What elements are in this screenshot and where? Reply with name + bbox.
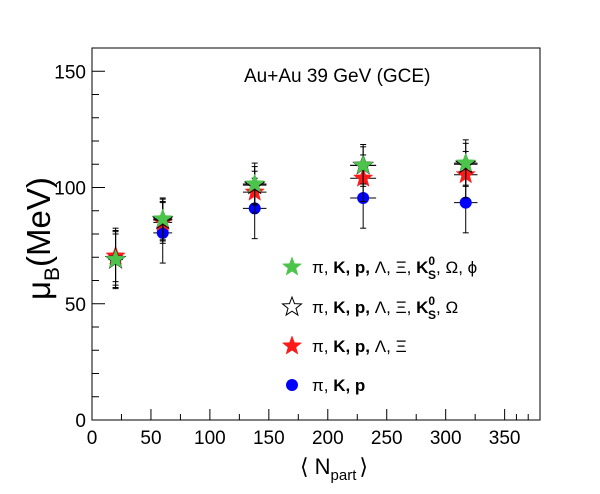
legend-text: π,: [312, 337, 333, 356]
legend-text-bold: p,: [355, 258, 375, 277]
data-point: [244, 173, 265, 193]
legend-label: π, K, p: [312, 376, 365, 395]
y-axis-label-sub: B: [41, 267, 64, 281]
legend-text-bold: K: [416, 258, 429, 277]
y-axis-label-main: μ: [20, 281, 57, 300]
legend-superscript: 0: [428, 294, 435, 308]
legend-text: π,: [312, 258, 333, 277]
legend-text: Λ, Ξ,: [375, 298, 416, 317]
x-tick-label: 350: [489, 428, 521, 449]
x-axis-label-open: ⟨ N: [300, 454, 331, 479]
legend-text-bold: p: [355, 376, 365, 395]
data-point: [455, 152, 476, 172]
legend-text: , Ω: [436, 298, 458, 317]
legend-entry-1: π, K, p, Λ, Ξ, K0 S, Ω: [281, 294, 458, 322]
legend-marker: [281, 335, 303, 355]
legend-text: π,: [312, 298, 333, 317]
data-point: [459, 196, 472, 209]
series-0: [105, 139, 478, 288]
x-axis-label-close: ⟩: [359, 454, 368, 479]
legend-text-bold: K,: [333, 258, 355, 277]
data-points: [104, 139, 478, 290]
legend-text: , Ω, ϕ: [436, 258, 477, 277]
legend-marker: [281, 295, 303, 317]
legend-marker: [281, 256, 303, 276]
legend: π, K, p, Λ, Ξ, K0 S, Ω, ϕπ, K, p, Λ, Ξ, K…: [281, 254, 477, 395]
legend-text: π,: [312, 376, 333, 395]
legend-text: Λ, Ξ,: [375, 258, 416, 277]
x-axis-label-sub: part: [331, 467, 358, 484]
legend-label: π, K, p, Λ, Ξ: [312, 337, 407, 356]
legend-text-bold: K: [416, 298, 429, 317]
legend-label: π, K, p, Λ, Ξ, K0 S, Ω: [312, 294, 458, 322]
data-point: [105, 248, 126, 269]
data-point: [152, 208, 173, 228]
legend-entry-3: π, K, p: [286, 376, 365, 395]
legend-text-bold: p,: [355, 298, 375, 317]
legend-entry-2: π, K, p, Λ, Ξ: [281, 335, 407, 356]
x-tick-label: 250: [371, 428, 403, 449]
legend-subscript: S: [428, 308, 436, 322]
y-tick-label: 50: [65, 295, 86, 316]
x-tick-label: 100: [194, 428, 226, 449]
legend-text-bold: K,: [333, 337, 355, 356]
legend-text-bold: K,: [333, 376, 355, 395]
y-axis-label: μB(MeV): [20, 177, 64, 300]
x-tick-label: 200: [312, 428, 344, 449]
chart-title: Au+Au 39 GeV (GCE): [244, 66, 430, 87]
x-tick-label: 150: [253, 428, 285, 449]
legend-entry-0: π, K, p, Λ, Ξ, K0 S, Ω, ϕ: [281, 254, 477, 282]
data-point: [352, 154, 374, 175]
x-tick-label: 0: [87, 428, 98, 449]
x-tick-label: 50: [140, 428, 161, 449]
legend-label: π, K, p, Λ, Ξ, K0 S, Ω, ϕ: [312, 254, 477, 282]
y-tick-label: 100: [54, 179, 86, 200]
y-tick-label: 0: [75, 411, 86, 432]
legend-text-bold: K,: [333, 298, 355, 317]
y-axis-label-rest: (MeV): [20, 177, 57, 267]
legend-superscript: 0: [428, 254, 435, 268]
legend-subscript: S: [428, 268, 436, 282]
x-tick-label: 300: [430, 428, 462, 449]
axes: 0 50 100 150 200 250 300 350 0 50 100 150: [54, 62, 529, 449]
y-tick-label: 150: [54, 62, 86, 83]
x-axis-label: ⟨ Npart ⟩: [300, 454, 368, 484]
legend-text-bold: p,: [355, 337, 375, 356]
legend-text: Λ, Ξ: [375, 337, 407, 356]
legend-marker: [286, 379, 298, 391]
